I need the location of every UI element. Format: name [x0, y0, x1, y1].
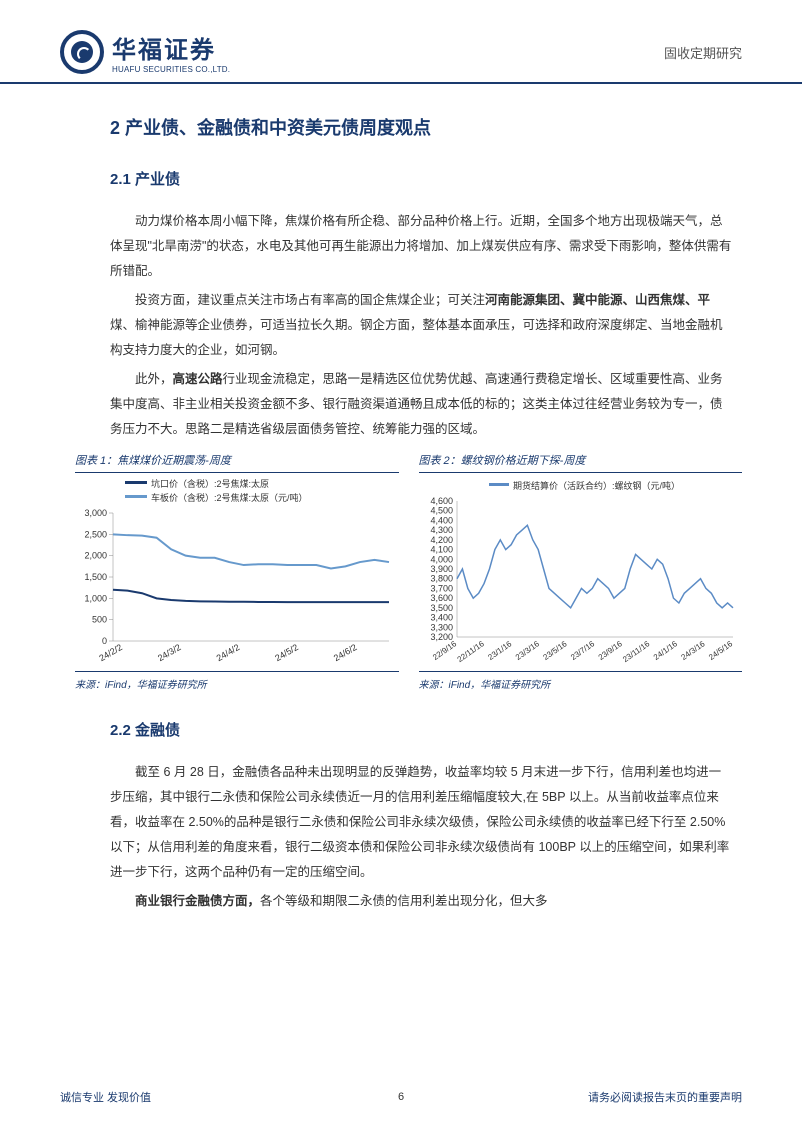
chart-1-source: 来源：iFind，华福证券研究所: [75, 676, 399, 691]
para-2-1-3: 此外，高速公路行业现金流稳定，思路一是精选区位优势优越、高速通行费稳定增长、区域…: [110, 367, 732, 442]
svg-text:4,300: 4,300: [430, 525, 453, 535]
svg-text:3,300: 3,300: [430, 622, 453, 632]
charts-row: 图表 1：焦煤煤价近期震荡-周度 坑口价（含税）:2号焦煤:太原车板价（含税）:…: [75, 452, 742, 691]
svg-text:3,600: 3,600: [430, 593, 453, 603]
chart-2: 期货结算价（活跃合约）:螺纹钢（元/吨）3,2003,3003,4003,500…: [419, 472, 743, 672]
svg-text:3,900: 3,900: [430, 564, 453, 574]
svg-text:车板价（含税）:2号焦煤:太原（元/吨）: 车板价（含税）:2号焦煤:太原（元/吨）: [151, 492, 308, 503]
svg-text:23/5/16: 23/5/16: [541, 639, 568, 662]
svg-text:2,000: 2,000: [84, 551, 107, 561]
svg-text:4,400: 4,400: [430, 515, 453, 525]
logo: 华福证券 HUAFU SECURITIES CO.,LTD.: [60, 30, 230, 74]
logo-icon: [60, 30, 104, 74]
para-2-1-1: 动力煤价格本周小幅下降，焦煤价格有所企稳、部分品种价格上行。近期，全国多个地方出…: [110, 209, 732, 284]
para-2-2-2: 商业银行金融债方面，各个等级和期限二永债的信用利差出现分化，但大多: [110, 889, 732, 914]
svg-text:24/5/16: 24/5/16: [707, 639, 734, 662]
svg-text:23/9/16: 23/9/16: [596, 639, 623, 662]
para-2-2-2-bold: 商业银行金融债方面，: [135, 894, 260, 908]
chart-2-title: 图表 2：螺纹钢价格近期下探-周度: [419, 452, 743, 468]
svg-text:坑口价（含税）:2号焦煤:太原: 坑口价（含税）:2号焦煤:太原: [151, 479, 269, 489]
svg-text:23/3/16: 23/3/16: [513, 639, 540, 662]
footer-disclaimer: 请务必阅读报告末页的重要声明: [588, 1089, 742, 1105]
chart-1-title: 图表 1：焦煤煤价近期震荡-周度: [75, 452, 399, 468]
svg-text:4,600: 4,600: [430, 496, 453, 506]
company-name-cn: 华福证券: [112, 30, 230, 65]
svg-text:3,500: 3,500: [430, 603, 453, 613]
svg-text:2,500: 2,500: [84, 529, 107, 539]
para-2-2-2-post: 各个等级和期限二永债的信用利差出现分化，但大多: [260, 894, 548, 908]
svg-text:23/7/16: 23/7/16: [569, 639, 596, 662]
svg-text:4,100: 4,100: [430, 545, 453, 555]
svg-text:4,200: 4,200: [430, 535, 453, 545]
para-2-1-3-pre: 此外，: [135, 372, 173, 386]
company-name-en: HUAFU SECURITIES CO.,LTD.: [112, 65, 230, 74]
svg-text:4,000: 4,000: [430, 554, 453, 564]
svg-text:22/9/16: 22/9/16: [431, 639, 458, 662]
page-header: 华福证券 HUAFU SECURITIES CO.,LTD. 固收定期研究: [0, 0, 802, 84]
svg-text:24/3/16: 24/3/16: [679, 639, 706, 662]
svg-text:期货结算价（活跃合约）:螺纹钢（元/吨）: 期货结算价（活跃合约）:螺纹钢（元/吨）: [513, 480, 680, 491]
page-number: 6: [398, 1091, 404, 1103]
svg-text:3,400: 3,400: [430, 613, 453, 623]
chart-2-source: 来源：iFind，华福证券研究所: [419, 676, 743, 691]
svg-text:4,500: 4,500: [430, 506, 453, 516]
para-2-1-2-pre: 投资方面，建议重点关注市场占有率高的国企焦煤企业；可关注: [135, 293, 485, 307]
para-2-1-2-post: 煤、榆神能源等企业债券，可适当拉长久期。钢企方面，整体基本面承压，可选择和政府深…: [110, 318, 723, 357]
svg-text:24/5/2: 24/5/2: [273, 642, 300, 663]
section-2-1-title: 2.1 产业债: [110, 168, 732, 189]
section-2-title: 2 产业债、金融债和中资美元债周度观点: [110, 114, 732, 140]
para-2-1-3-bold: 高速公路: [173, 372, 223, 386]
svg-text:23/1/16: 23/1/16: [486, 639, 513, 662]
svg-text:3,800: 3,800: [430, 574, 453, 584]
svg-text:23/11/16: 23/11/16: [621, 639, 652, 664]
chart-1: 坑口价（含税）:2号焦煤:太原车板价（含税）:2号焦煤:太原（元/吨） 0 500 1…: [75, 472, 399, 672]
svg-text:500: 500: [92, 615, 107, 625]
svg-text:24/1/16: 24/1/16: [651, 639, 678, 662]
svg-text:0: 0: [102, 636, 107, 646]
svg-text:24/6/2: 24/6/2: [332, 642, 359, 663]
footer-left: 诚信专业 发现价值: [60, 1089, 151, 1105]
svg-text:1,500: 1,500: [84, 572, 107, 582]
page-footer: 诚信专业 发现价值 6 请务必阅读报告末页的重要声明: [0, 1089, 802, 1105]
chart-2-column: 图表 2：螺纹钢价格近期下探-周度 期货结算价（活跃合约）:螺纹钢（元/吨）3,…: [419, 452, 743, 691]
svg-text:3,700: 3,700: [430, 583, 453, 593]
svg-text:1,000: 1,000: [84, 593, 107, 603]
para-2-2-1: 截至 6 月 28 日，金融债各品种未出现明显的反弹趋势，收益率均较 5 月末进…: [110, 760, 732, 885]
section-2-2-title: 2.2 金融债: [110, 719, 732, 740]
svg-text:24/3/2: 24/3/2: [156, 642, 183, 663]
doc-type: 固收定期研究: [664, 43, 742, 62]
svg-text:22/11/16: 22/11/16: [455, 639, 486, 664]
para-2-1-2: 投资方面，建议重点关注市场占有率高的国企焦煤企业；可关注河南能源集团、冀中能源、…: [110, 288, 732, 363]
content-area: 2 产业债、金融债和中资美元债周度观点 2.1 产业债 动力煤价格本周小幅下降，…: [0, 84, 802, 914]
chart-1-column: 图表 1：焦煤煤价近期震荡-周度 坑口价（含税）:2号焦煤:太原车板价（含税）:…: [75, 452, 399, 691]
svg-text:24/4/2: 24/4/2: [215, 642, 242, 663]
svg-text:3,000: 3,000: [84, 508, 107, 518]
para-2-1-2-bold: 河南能源集团、冀中能源、山西焦煤、平: [485, 293, 710, 307]
